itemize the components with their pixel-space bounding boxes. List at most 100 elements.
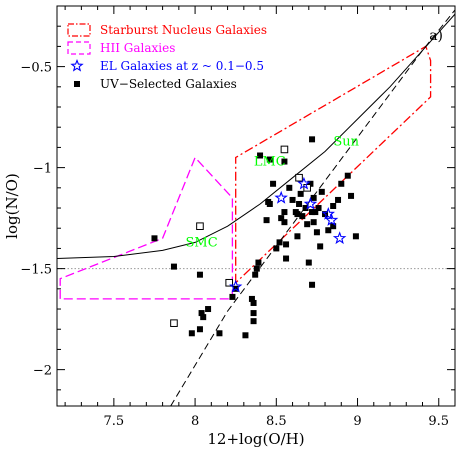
uv-galaxy-point	[281, 209, 288, 216]
uv-galaxy-point	[286, 184, 293, 191]
uv-galaxy-point	[255, 259, 262, 266]
uv-galaxy-point	[250, 299, 257, 306]
x-tick-label: 9.5	[428, 414, 449, 429]
axes: 7.5 8 8.5 9 9.5 −2 −1.5 −1 −0.5	[20, 6, 456, 429]
el-galaxy-point	[303, 196, 318, 210]
uv-galaxy-point	[200, 314, 207, 321]
annotation-sun: Sun	[333, 134, 359, 149]
x-tick-label: 8.5	[266, 414, 287, 429]
legend-label: HII Galaxies	[100, 41, 175, 55]
uv-galaxy-point	[305, 259, 312, 266]
uv-galaxy-point	[266, 156, 273, 163]
uv-galaxy-point	[205, 306, 212, 313]
el-galaxy-point	[324, 212, 339, 226]
series-0	[151, 136, 359, 339]
uv-galaxy-point	[196, 271, 203, 278]
hii-region	[59, 156, 234, 300]
legend: Starburst Nucleus Galaxies HII Galaxies EL…	[67, 23, 267, 91]
uv-galaxy-point	[198, 310, 205, 317]
uv-galaxy-point	[278, 215, 285, 222]
uv-galaxy-point	[315, 205, 322, 212]
uv-galaxy-point	[297, 190, 304, 197]
uv-galaxy-point	[313, 229, 320, 236]
uv-galaxy-point	[270, 180, 277, 187]
uv-galaxy-point	[352, 233, 359, 240]
uv-galaxy-point	[309, 209, 316, 216]
uv-galaxy-point	[325, 227, 332, 234]
uv-galaxy-point	[310, 219, 317, 226]
uv-galaxy-point	[242, 332, 249, 339]
uv-galaxy-point	[309, 281, 316, 288]
uv-galaxy-point	[317, 243, 324, 250]
uv-galaxy-point	[318, 188, 325, 195]
panel-label: a)	[429, 28, 443, 44]
uv-galaxy-point	[216, 330, 223, 337]
legend-item: HII Galaxies	[67, 41, 175, 55]
el-galaxy-point	[297, 176, 311, 190]
model-curve-solid	[57, 13, 455, 259]
legend-label: UV−Selected Galaxies	[100, 77, 237, 91]
uv-galaxy-point	[188, 330, 195, 337]
uv-galaxy-point	[273, 245, 280, 252]
legend-hii-swatch	[67, 41, 91, 55]
uv-galaxy-point	[294, 211, 301, 218]
uv-galaxy-point	[266, 200, 273, 207]
uv-galaxy-point	[289, 196, 296, 203]
plot-frame	[56, 5, 456, 407]
uv-galaxy-point	[310, 194, 317, 201]
x-tick-label: 9	[353, 414, 361, 429]
plot-layer: Sun LMC SMC	[57, 9, 455, 406]
uv-galaxy-point	[170, 263, 177, 270]
uv-galaxy-point	[312, 209, 319, 216]
uv-galaxy-point	[151, 235, 158, 242]
uv-galaxy-point	[309, 136, 316, 143]
uv-galaxy-point	[344, 172, 351, 179]
uv-galaxy-point	[294, 233, 301, 240]
el-galaxy-point	[274, 190, 288, 204]
annotation-smc: SMC	[185, 235, 217, 250]
uv-galaxy-point	[250, 310, 257, 317]
x-tick-label: 7.5	[104, 414, 125, 429]
y-tick-label: −0.5	[20, 61, 52, 76]
uv-galaxy-point	[229, 293, 236, 300]
x-axis-title: 12+log(O/H)	[207, 430, 304, 448]
uv-galaxy-point	[252, 271, 259, 278]
starburst-region	[235, 45, 432, 284]
legend-square-icon	[74, 81, 80, 87]
series-2	[229, 176, 347, 293]
uv-galaxy-point	[299, 213, 306, 220]
uv-galaxy-point	[257, 152, 264, 159]
uv-galaxy-point	[296, 200, 303, 207]
y-tick-label: −2	[33, 364, 52, 379]
legend-label: Starburst Nucleus Galaxies	[100, 23, 267, 37]
uv-galaxy-point	[307, 180, 314, 187]
uv-galaxy-point	[302, 205, 309, 212]
y-axis-title: log(N/O)	[3, 173, 21, 239]
uv-galaxy-point	[250, 318, 257, 325]
uv-galaxy-point	[304, 221, 311, 228]
annotation-lmc: LMC	[254, 155, 286, 170]
uv-galaxy-point	[263, 217, 270, 224]
uv-galaxy-point	[283, 255, 290, 262]
y-tick-label: −1	[33, 162, 52, 177]
el-galaxy-point	[229, 279, 243, 293]
uv-galaxy-open-point	[170, 319, 178, 327]
uv-galaxy-point	[338, 180, 345, 187]
plot-content	[57, 9, 455, 406]
uv-galaxy-point	[276, 239, 283, 246]
legend-item: EL Galaxies at z ~ 0.1−0.5	[70, 58, 264, 73]
uv-galaxy-point	[248, 295, 255, 302]
uv-galaxy-point	[281, 219, 288, 226]
uv-galaxy-point	[283, 241, 290, 248]
uv-galaxy-point	[281, 158, 288, 165]
el-galaxy-point	[332, 231, 347, 245]
uv-galaxy-point	[196, 326, 203, 333]
legend-star-icon	[70, 58, 84, 72]
uv-galaxy-open-point	[196, 222, 204, 231]
el-galaxy-point	[321, 207, 335, 220]
uv-galaxy-point	[348, 192, 355, 199]
uv-galaxy-open-point	[280, 145, 289, 154]
uv-galaxy-open-point	[225, 278, 233, 287]
